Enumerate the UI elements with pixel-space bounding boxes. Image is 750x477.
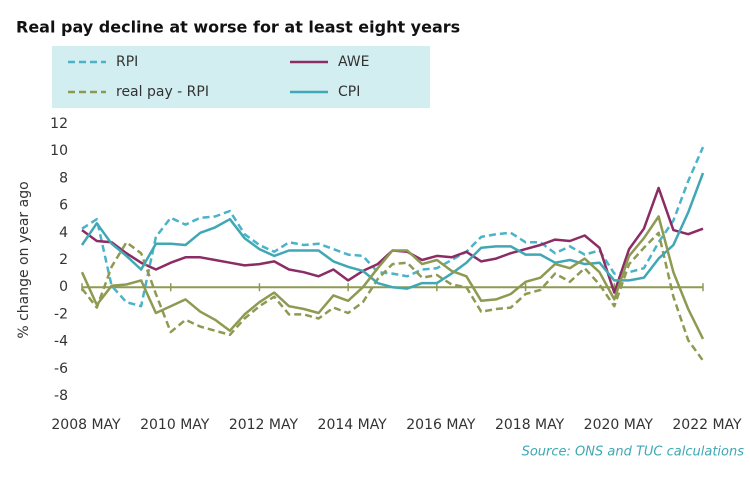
- y-tick-label: -6: [54, 361, 68, 377]
- legend-label: CPI: [338, 84, 360, 100]
- legend-label: real pay - RPI: [116, 84, 209, 100]
- series-line: [80, 215, 705, 340]
- y-tick-label: -8: [54, 388, 68, 404]
- chart-title: Real pay decline at worse for at least e…: [16, 18, 460, 37]
- y-tick-label: 12: [50, 116, 68, 132]
- y-tick-label: 8: [59, 170, 68, 186]
- x-tick-label: 2022 MAY: [672, 417, 742, 433]
- y-tick-label: 4: [59, 225, 68, 241]
- source-note: Source: ONS and TUC calculations: [522, 445, 745, 460]
- legend-label: AWE: [338, 54, 370, 70]
- x-tick-label: 2016 MAY: [406, 417, 476, 433]
- y-tick-label: -4: [54, 334, 68, 350]
- y-axis-label: % change on year ago: [16, 181, 32, 338]
- y-tick-label: 6: [59, 198, 68, 214]
- x-tick-label: 2008 MAY: [51, 417, 121, 433]
- legend-box: [52, 46, 430, 108]
- legend-label: RPI: [116, 54, 138, 70]
- y-tick-label: 2: [59, 252, 68, 268]
- series-line: [80, 172, 705, 290]
- y-tick-label: 10: [50, 143, 68, 159]
- x-tick-label: 2018 MAY: [495, 417, 565, 433]
- x-tick-label: 2014 MAY: [318, 417, 388, 433]
- x-tick-label: 2010 MAY: [140, 417, 210, 433]
- x-tick-label: 2020 MAY: [584, 417, 654, 433]
- x-tick-label: 2012 MAY: [229, 417, 299, 433]
- y-tick-label: 0: [59, 279, 68, 295]
- series-line: [81, 231, 705, 362]
- y-tick-label: -2: [54, 306, 68, 322]
